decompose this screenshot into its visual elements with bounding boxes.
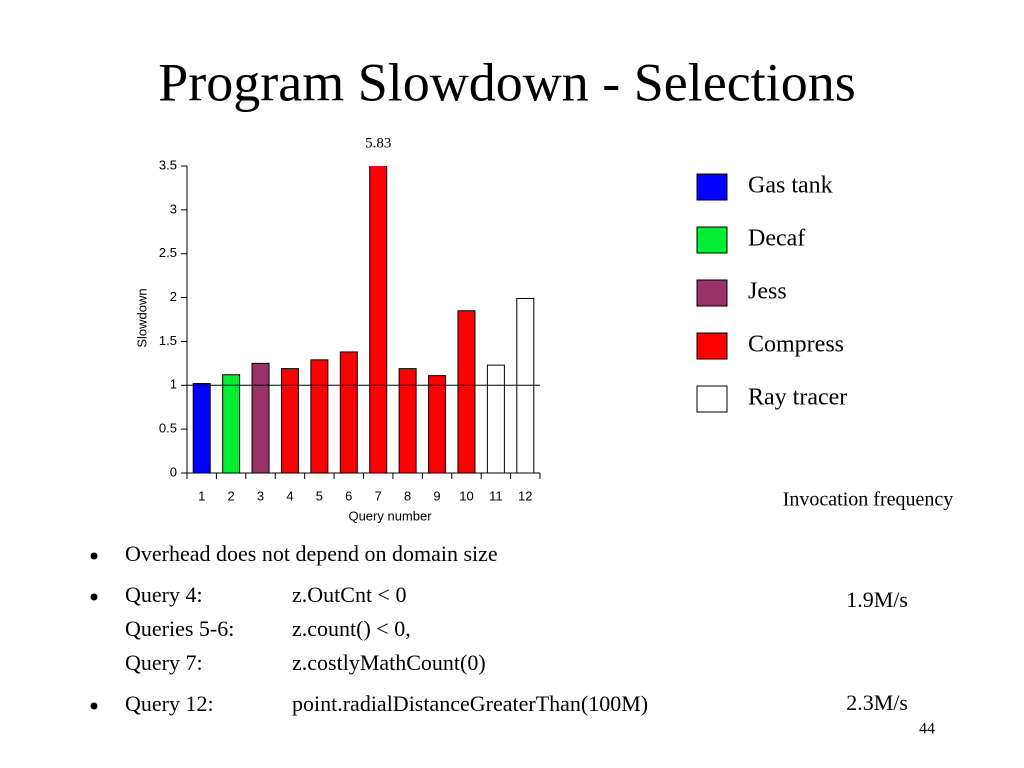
legend-label: Compress bbox=[748, 332, 844, 358]
legend-label: Decaf bbox=[748, 226, 805, 252]
slide-title: Program Slowdown - Selections bbox=[158, 52, 855, 112]
y-tick-label: 2 bbox=[170, 289, 177, 304]
y-tick-label: 2.5 bbox=[159, 245, 177, 260]
bar bbox=[222, 374, 241, 474]
bar bbox=[428, 375, 447, 474]
legend-label: Gas tank bbox=[748, 173, 833, 199]
bar bbox=[192, 383, 211, 474]
frequency: 1.9M/s bbox=[846, 587, 908, 612]
legend-label: Jess bbox=[748, 279, 787, 305]
bar bbox=[398, 368, 417, 474]
y-tick-label: 1.5 bbox=[159, 333, 177, 348]
y-axis-label: Slowdown bbox=[134, 288, 149, 347]
bullet-text: z.count() < 0, bbox=[292, 616, 411, 641]
legend-swatch bbox=[696, 332, 728, 360]
x-tick-label: 5 bbox=[316, 488, 323, 503]
bullet-text: Query 12: bbox=[125, 691, 214, 716]
bar bbox=[280, 368, 299, 474]
legend-swatch bbox=[696, 173, 728, 201]
x-axis-label: Query number bbox=[348, 508, 432, 523]
x-tick-label: 9 bbox=[433, 488, 440, 503]
value-label: 5.83 bbox=[365, 135, 391, 151]
x-tick-label: 3 bbox=[257, 488, 264, 503]
x-tick-label: 8 bbox=[404, 488, 411, 503]
x-tick-label: 1 bbox=[198, 488, 205, 503]
x-tick-label: 2 bbox=[228, 488, 235, 503]
bullet-dot bbox=[90, 702, 98, 710]
y-tick-label: 0.5 bbox=[159, 421, 177, 436]
legend-swatch bbox=[696, 226, 728, 254]
bullet-text: Queries 5-6: bbox=[125, 616, 234, 641]
x-tick-label: 11 bbox=[489, 488, 503, 503]
y-tick-label: 3.5 bbox=[159, 157, 177, 172]
bullet-text: Overhead does not depend on domain size bbox=[125, 541, 498, 566]
y-tick-label: 1 bbox=[170, 377, 177, 392]
bullet-text: z.OutCnt < 0 bbox=[292, 582, 406, 607]
y-tick-label: 0 bbox=[170, 464, 177, 479]
x-tick-label: 4 bbox=[286, 488, 293, 503]
bullet-dot bbox=[90, 593, 98, 601]
x-tick-label: 6 bbox=[345, 488, 352, 503]
y-tick-label: 3 bbox=[170, 201, 177, 216]
bullet-text: point.radialDistanceGreaterThan(100M) bbox=[292, 691, 648, 716]
bullet-dot bbox=[90, 552, 98, 560]
bullet-text: Query 4: bbox=[125, 582, 203, 607]
x-tick-label: 10 bbox=[459, 488, 473, 503]
legend-swatch bbox=[696, 385, 728, 413]
bullet-text: Query 7: bbox=[125, 650, 203, 675]
bar bbox=[310, 359, 329, 474]
bar bbox=[486, 364, 505, 474]
frequency: 2.3M/s bbox=[846, 690, 908, 715]
x-tick-label: 12 bbox=[518, 488, 532, 503]
page-number: 44 bbox=[919, 721, 935, 738]
x-tick-label: 7 bbox=[375, 488, 382, 503]
bullet-text: z.costlyMathCount(0) bbox=[292, 650, 486, 675]
bar bbox=[369, 166, 388, 474]
bar bbox=[339, 351, 358, 474]
bar bbox=[457, 310, 476, 474]
legend-swatch bbox=[696, 279, 728, 307]
frequency-heading: Invocation frequency bbox=[783, 489, 953, 511]
legend-label: Ray tracer bbox=[748, 385, 847, 411]
bar bbox=[251, 362, 270, 474]
